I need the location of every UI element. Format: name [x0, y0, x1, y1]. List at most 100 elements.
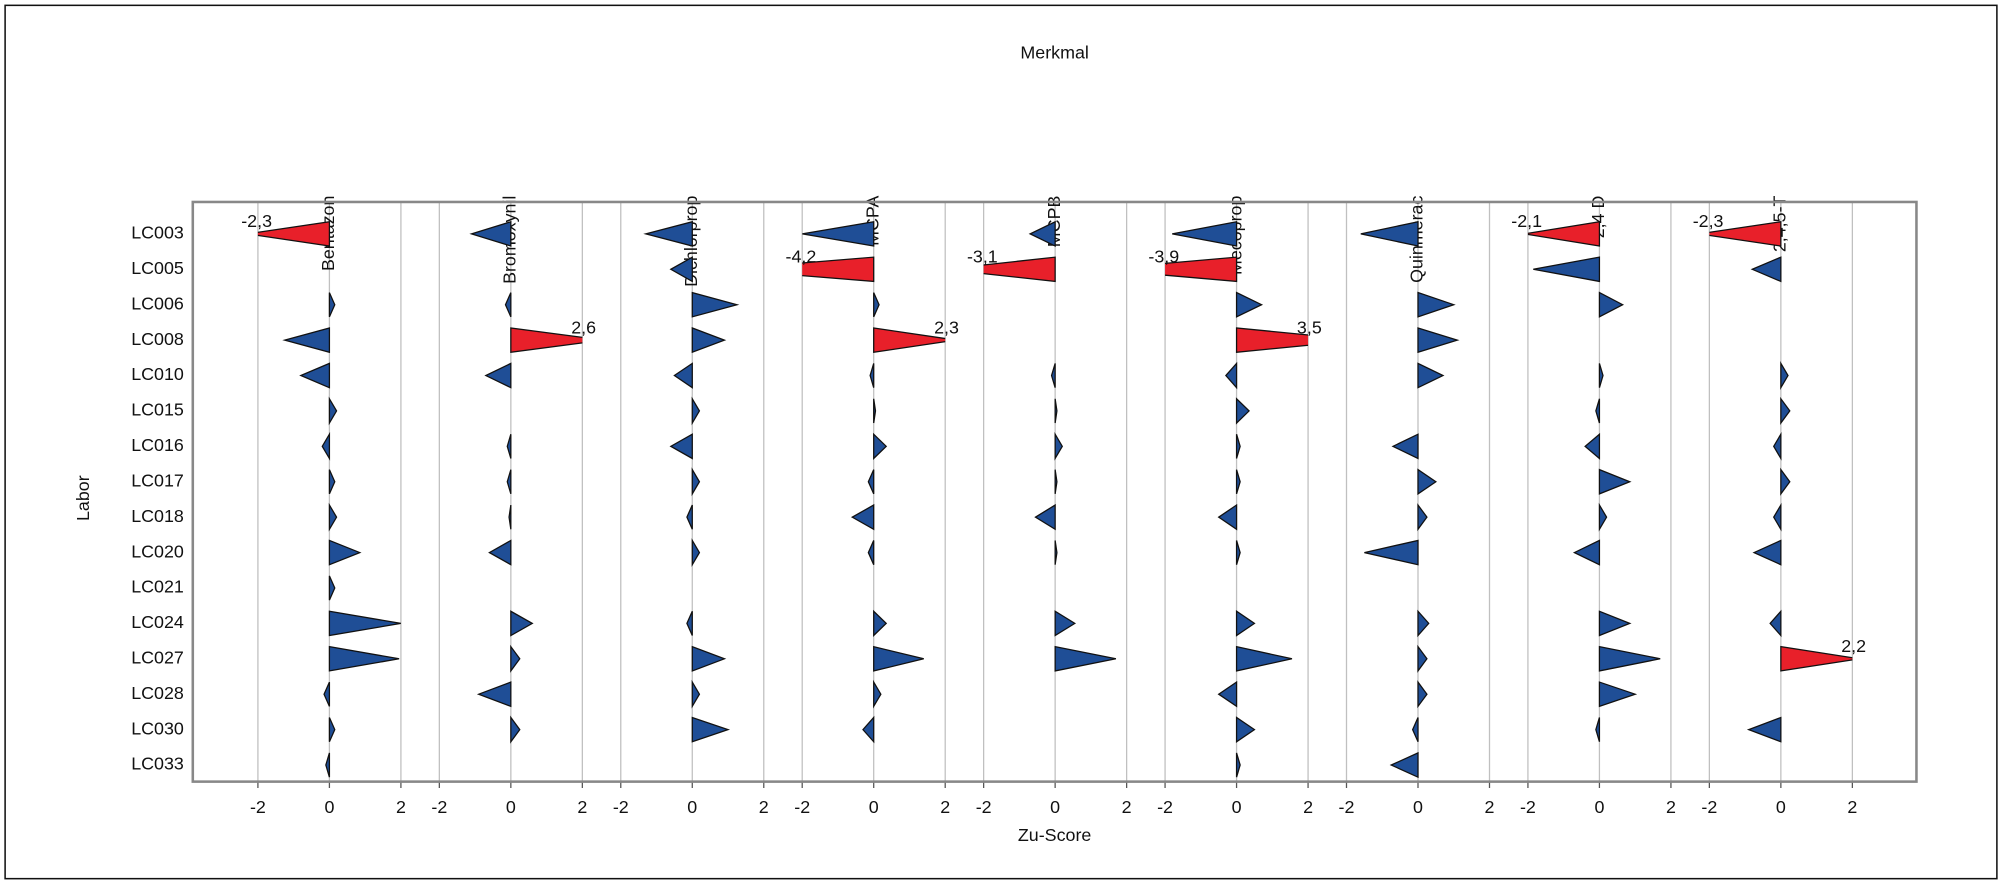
triangle-marker	[1780, 645, 1853, 672]
triangle-marker	[1235, 434, 1241, 459]
column	[643, 220, 740, 743]
x-tick-label: 2	[759, 797, 769, 817]
triangle-marker	[691, 396, 701, 426]
triangle-marker	[1054, 398, 1058, 424]
triangle-marker	[850, 503, 875, 531]
x-tick-label: -2	[976, 797, 992, 817]
triangle-marker	[1417, 327, 1460, 354]
x-tick-label: 2	[1666, 797, 1676, 817]
triangle-marker	[1172, 220, 1238, 247]
triangle-marker	[328, 645, 400, 672]
triangle-marker	[873, 679, 882, 709]
triangle-marker	[669, 433, 693, 460]
triangle-marker	[1746, 716, 1782, 743]
triangle-marker	[673, 362, 693, 389]
y-tick-label: LC003	[131, 223, 184, 243]
triangle-marker	[257, 221, 331, 247]
triangle-marker	[1598, 502, 1608, 532]
y-tick-label: LC010	[131, 364, 184, 384]
y-tick-label: LC006	[131, 293, 184, 313]
x-tick-label: -2	[1520, 797, 1536, 817]
triangle-marker	[1217, 503, 1238, 531]
triangle-marker	[321, 431, 331, 461]
value-label: -2,3	[1693, 211, 1724, 231]
x-tick-label: 0	[1776, 797, 1786, 817]
triangle-marker	[323, 681, 331, 707]
x-tick-label: 0	[1050, 797, 1060, 817]
triangle-marker	[1750, 256, 1782, 283]
triangle-marker	[1235, 540, 1241, 565]
triangle-marker	[1054, 645, 1117, 672]
triangle-marker	[869, 363, 875, 388]
triangle-marker	[873, 645, 924, 672]
triangle-marker	[328, 717, 336, 743]
triangle-marker	[1054, 540, 1058, 565]
triangle-marker	[1235, 327, 1309, 353]
triangle-marker	[510, 610, 534, 637]
triangle-marker	[1780, 467, 1791, 496]
triangle-marker	[325, 752, 331, 778]
triangle-marker	[1417, 468, 1438, 496]
triangle-marker	[1235, 716, 1256, 743]
triangle-marker	[867, 540, 875, 565]
triangle-marker	[1598, 645, 1661, 672]
x-tick-label: -2	[613, 797, 629, 817]
triangle-marker	[1598, 681, 1638, 708]
column	[1165, 220, 1309, 778]
column	[1360, 220, 1460, 779]
triangle-marker	[873, 327, 946, 353]
triangle-marker	[802, 220, 875, 247]
triangle-marker	[1028, 220, 1056, 248]
value-label: 3,5	[1297, 317, 1322, 337]
triangle-marker	[1595, 717, 1601, 742]
triangle-marker	[508, 504, 512, 530]
triangle-marker	[1034, 503, 1056, 531]
y-tick-label: LC018	[131, 506, 184, 526]
triangle-marker	[1235, 397, 1250, 425]
chart-title: Merkmal	[1020, 43, 1088, 63]
triangle-marker	[1769, 609, 1782, 638]
triangle-marker	[873, 432, 888, 460]
triangle-marker	[282, 327, 331, 354]
plot-area: LC003 LC005 LC006 LC008 LC010 LC015 LC016 LC017…	[131, 195, 1866, 817]
triangle-marker	[691, 679, 701, 709]
x-tick-label: -2	[1701, 797, 1717, 817]
value-label: -3,9	[1148, 247, 1179, 267]
triangle-marker	[1417, 609, 1430, 638]
y-tick-label: LC020	[131, 541, 184, 561]
column	[469, 220, 583, 744]
triangle-marker	[506, 434, 512, 459]
triangle-marker	[1235, 645, 1293, 672]
triangle-marker	[510, 327, 583, 353]
triangle-marker	[691, 645, 727, 672]
triangle-marker	[1598, 610, 1632, 637]
x-tick-label: 0	[506, 797, 516, 817]
value-label: -4,2	[786, 247, 817, 267]
triangle-marker	[510, 644, 521, 673]
triangle-marker	[691, 291, 740, 318]
triangle-marker	[1054, 610, 1077, 637]
value-label: 2,6	[571, 317, 596, 337]
column	[1709, 221, 1853, 743]
triangle-marker	[328, 575, 336, 601]
triangle-marker	[488, 539, 512, 566]
x-tick-label: -2	[431, 797, 447, 817]
triangle-marker	[669, 256, 693, 283]
triangle-marker	[1391, 433, 1419, 460]
x-tick-label: -2	[1157, 797, 1173, 817]
triangle-marker	[504, 292, 512, 318]
x-tick-label: 2	[1847, 797, 1857, 817]
triangle-marker	[867, 469, 875, 495]
x-tick-label: 2	[577, 797, 587, 817]
y-tick-label: LC015	[131, 400, 184, 420]
triangle-marker	[328, 396, 338, 426]
triangle-marker	[691, 467, 701, 497]
triangle-marker	[1584, 432, 1601, 460]
x-tick-label: 2	[1485, 797, 1495, 817]
plot-frame	[191, 200, 1918, 783]
triangle-marker	[506, 469, 512, 495]
triangle-marker	[1527, 221, 1601, 247]
column	[983, 220, 1117, 672]
value-label: 2,3	[934, 317, 959, 337]
